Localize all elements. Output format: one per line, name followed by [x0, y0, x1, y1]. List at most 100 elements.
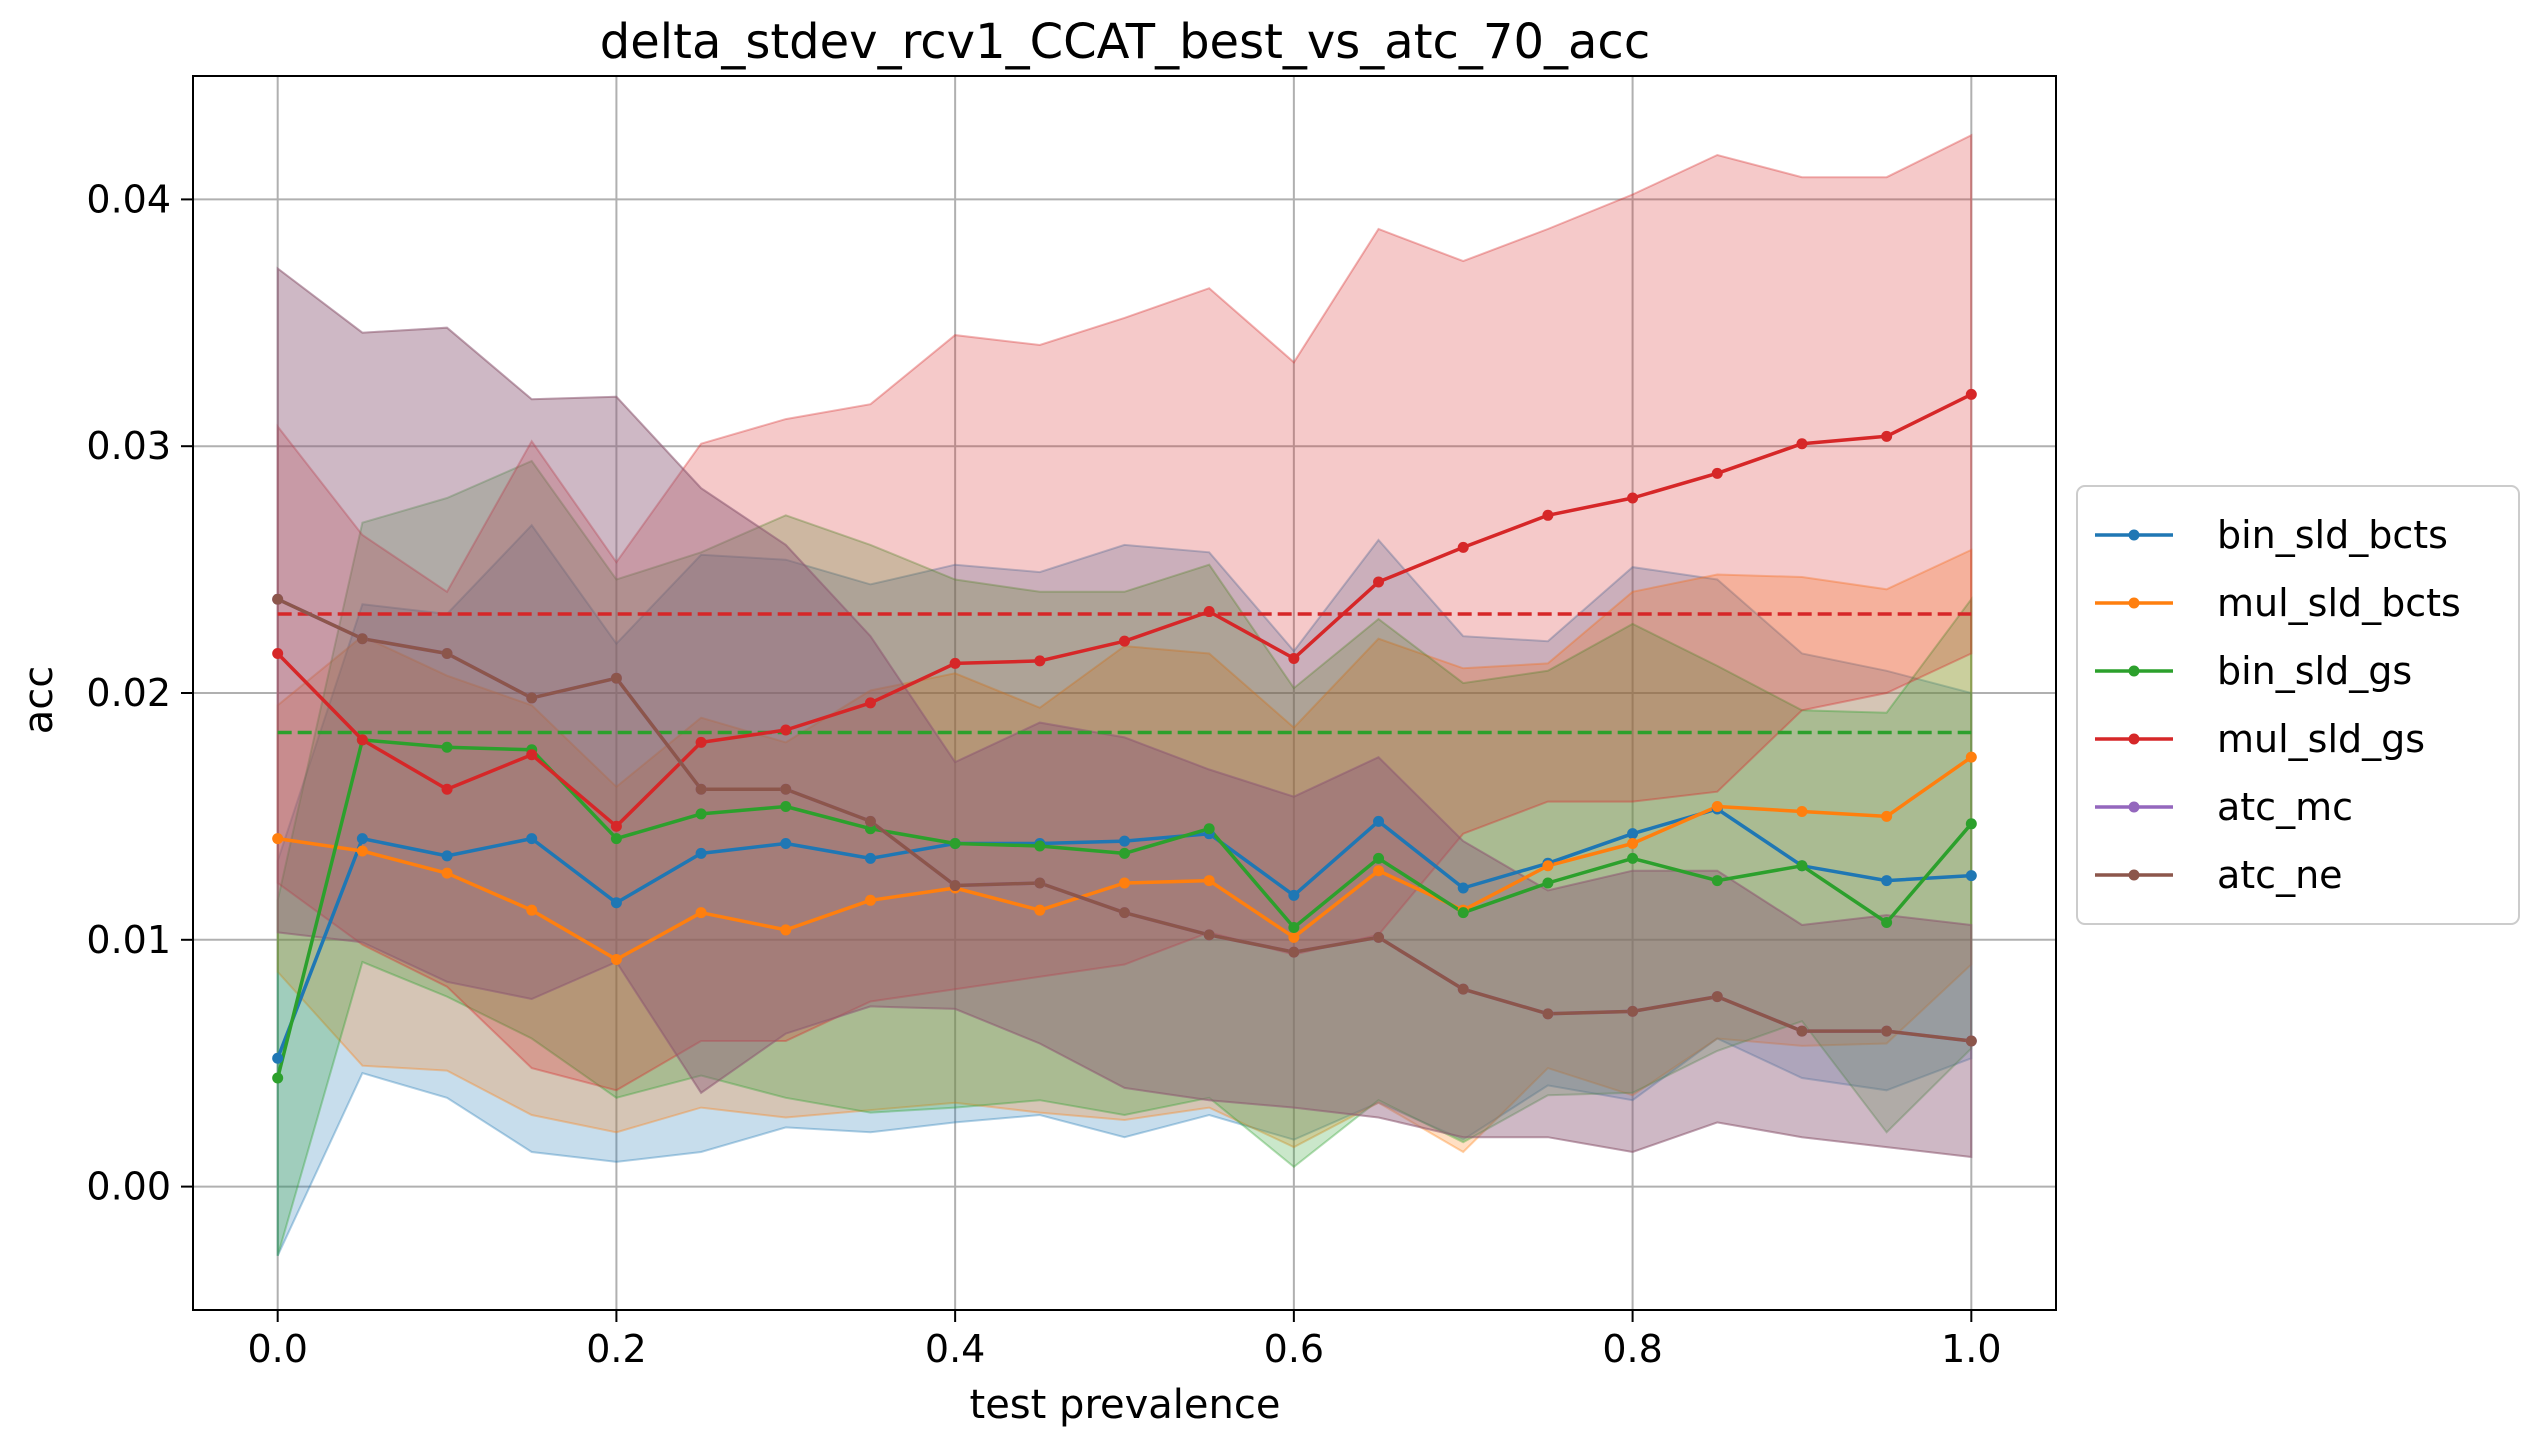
grid-lines	[193, 76, 2056, 1310]
series-points	[272, 388, 1977, 1084]
x-axis-ticks: 0.0 0.2 0.4 0.6 0.8 1.0	[247, 1310, 2002, 1371]
data-point-bin_sld_gs	[949, 838, 961, 850]
chart-title: delta_stdev_rcv1_CCAT_best_vs_atc_70_acc	[600, 14, 1650, 70]
data-point-mul_sld_gs	[526, 749, 538, 761]
legend-marker-bin_sld_gs	[2128, 665, 2140, 677]
data-point-mul_sld_bcts	[780, 924, 792, 936]
data-point-mul_sld_bcts	[1373, 865, 1385, 877]
data-point-mul_sld_gs	[1203, 606, 1215, 618]
data-point-atc_ne	[1881, 1025, 1893, 1037]
data-point-mul_sld_gs	[1373, 576, 1385, 588]
data-point-bin_sld_gs	[441, 741, 453, 753]
x-tick-label: 0.6	[1264, 1327, 1324, 1371]
data-point-bin_sld_gs	[1203, 823, 1215, 835]
data-point-bin_sld_gs	[1711, 875, 1723, 887]
reference-lines	[277, 612, 1972, 735]
data-point-atc_ne	[610, 672, 622, 684]
data-point-atc_ne	[1711, 991, 1723, 1003]
data-point-mul_sld_bcts	[272, 833, 284, 845]
data-point-mul_sld_gs	[441, 783, 453, 795]
error-band-bin_sld_bcts	[276, 523, 1973, 1257]
legend-label-mul_sld_bcts: mul_sld_bcts	[2217, 581, 2461, 625]
data-point-atc_ne	[1203, 929, 1215, 941]
data-point-atc_ne	[780, 783, 792, 795]
data-point-mul_sld_bcts	[864, 894, 876, 906]
legend-label-atc_mc: atc_mc	[2217, 785, 2353, 829]
data-point-bin_sld_bcts	[1881, 875, 1893, 887]
data-point-atc_ne	[1965, 1035, 1977, 1047]
legend: bin_sld_bcts mul_sld_bcts bin_sld_gs mul_sl…	[2076, 485, 2520, 925]
data-point-mul_sld_gs	[1627, 492, 1639, 504]
y-tick-label: 0.02	[86, 671, 171, 715]
data-point-mul_sld_gs	[1711, 467, 1723, 479]
data-point-mul_sld_gs	[1119, 635, 1130, 647]
data-point-bin_sld_gs	[1965, 818, 1977, 830]
x-axis-label: test prevalence	[970, 1382, 1281, 1428]
data-point-bin_sld_bcts	[1627, 828, 1639, 840]
data-point-mul_sld_gs	[949, 657, 961, 669]
data-point-bin_sld_gs	[695, 808, 707, 820]
data-point-atc_ne	[1034, 877, 1046, 889]
data-point-mul_sld_bcts	[610, 954, 622, 966]
data-point-bin_sld_gs	[1457, 907, 1469, 919]
data-point-mul_sld_gs	[610, 820, 622, 832]
data-point-mul_sld_gs	[780, 724, 792, 736]
data-point-atc_ne	[441, 648, 453, 660]
x-tick-label: 0.0	[247, 1327, 307, 1371]
data-point-mul_sld_bcts	[1711, 801, 1723, 813]
data-point-mul_sld_bcts	[1627, 838, 1639, 850]
data-point-bin_sld_bcts	[356, 833, 368, 845]
data-point-bin_sld_bcts	[780, 838, 792, 850]
data-point-atc_ne	[1457, 983, 1469, 995]
data-point-mul_sld_bcts	[356, 845, 368, 857]
data-point-mul_sld_gs	[1796, 438, 1808, 450]
data-point-bin_sld_bcts	[441, 850, 453, 862]
data-point-mul_sld_bcts	[695, 907, 707, 919]
data-point-bin_sld_bcts	[1288, 889, 1300, 901]
data-point-bin_sld_gs	[1034, 840, 1046, 852]
data-point-mul_sld_gs	[272, 648, 284, 660]
data-point-atc_ne	[356, 633, 368, 645]
y-tick-label: 0.03	[86, 424, 171, 468]
data-point-mul_sld_bcts	[1034, 904, 1046, 916]
data-point-mul_sld_gs	[1288, 652, 1300, 664]
data-point-bin_sld_bcts	[1457, 882, 1469, 894]
data-point-mul_sld_gs	[1457, 541, 1469, 553]
data-point-mul_sld_bcts	[1119, 877, 1130, 889]
data-point-mul_sld_bcts	[1881, 810, 1893, 822]
error-band-atc_mc	[276, 266, 1973, 1159]
x-tick-label: 0.2	[586, 1327, 646, 1371]
data-point-atc_ne	[526, 692, 538, 704]
data-point-atc_ne	[1542, 1008, 1554, 1020]
data-point-mul_sld_bcts	[1796, 805, 1808, 817]
y-axis-label: acc	[16, 666, 62, 735]
data-point-mul_sld_gs	[695, 736, 707, 748]
legend-label-mul_sld_gs: mul_sld_gs	[2217, 717, 2425, 761]
data-point-bin_sld_gs	[1881, 917, 1893, 929]
y-tick-label: 0.01	[86, 918, 171, 962]
data-point-atc_ne	[1796, 1025, 1808, 1037]
legend-marker-atc_mc	[2128, 801, 2140, 813]
data-point-bin_sld_bcts	[610, 897, 622, 909]
legend-box	[2076, 485, 2520, 925]
data-point-bin_sld_bcts	[1965, 870, 1977, 882]
legend-label-bin_sld_gs: bin_sld_gs	[2217, 649, 2412, 693]
error-band-atc_ne	[276, 266, 1973, 1159]
data-point-atc_ne	[695, 783, 707, 795]
legend-marker-mul_sld_gs	[2128, 733, 2140, 745]
legend-label-atc_ne: atc_ne	[2217, 853, 2343, 897]
data-point-bin_sld_gs	[1373, 852, 1385, 864]
data-point-mul_sld_gs	[1542, 509, 1554, 521]
data-point-atc_ne	[272, 593, 284, 605]
x-tick-label: 1.0	[1941, 1327, 2001, 1371]
data-point-bin_sld_bcts	[272, 1052, 284, 1064]
data-point-mul_sld_bcts	[1203, 875, 1215, 887]
data-point-mul_sld_gs	[356, 734, 368, 746]
x-tick-label: 0.8	[1602, 1327, 1662, 1371]
y-tick-label: 0.04	[86, 177, 171, 221]
data-point-bin_sld_gs	[1542, 877, 1554, 889]
data-point-mul_sld_bcts	[1288, 931, 1300, 943]
x-tick-label: 0.4	[925, 1327, 985, 1371]
data-point-bin_sld_bcts	[695, 847, 707, 859]
